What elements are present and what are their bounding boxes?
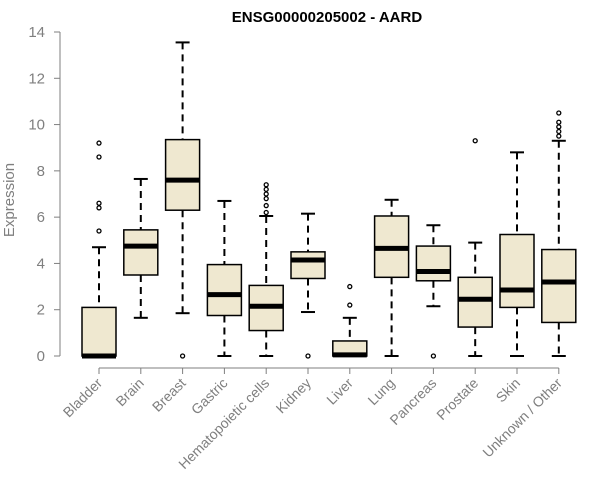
outlier-point [556,110,562,116]
x-tick-label: Breast [149,375,189,415]
x-tick-label: Unknown / Other [479,375,565,461]
iqr-box [499,233,535,309]
outlier-point [263,182,269,188]
y-tick-label: 8 [37,163,45,180]
box-hematopoietic-cells [248,182,284,357]
iqr-box [206,263,243,317]
outlier-point [263,186,269,193]
box-brain [123,177,159,319]
outlier-point [347,283,353,290]
iqr-box [457,276,493,328]
outlier-point [556,133,562,139]
outlier-point [263,202,269,209]
outlier-point [347,302,353,308]
outlier-point [96,200,102,206]
box-liver [332,283,368,358]
box-kidney [290,212,326,359]
x-tick-label: Brain [112,375,146,409]
x-tick-label: Prostate [433,375,481,423]
outlier-point [96,228,102,234]
box-lung [373,198,410,357]
outlier-point [263,209,269,216]
box-prostate [457,138,493,357]
box-unknown-other [541,110,577,357]
y-tick-label: 6 [37,209,45,226]
outlier-point [305,353,311,359]
y-axis: 0 2 4 6 8 10 12 14 [28,24,61,365]
x-tick-label: Liver [323,375,356,408]
outlier-point [556,119,562,125]
outlier-point [96,154,102,160]
x-tick-label: Lung [364,375,397,408]
outlier-point [179,353,186,359]
y-tick-label: 2 [37,302,45,319]
iqr-box [81,306,117,357]
iqr-box [164,138,201,211]
iqr-box [415,245,452,282]
y-tick-label: 10 [28,117,45,134]
x-tick-label: Bladder [60,375,106,421]
outlier-point [263,191,269,197]
boxes-group [81,41,577,359]
box-gastric [206,199,243,357]
iqr-box [290,251,326,280]
box-breast [164,41,201,359]
outlier-point [96,140,102,146]
y-tick-label: 4 [37,255,45,272]
chart-title: ENSG00000205002 - AARD [232,9,423,26]
box-pancreas [415,224,452,359]
y-axis-label: Expression [1,163,18,237]
y-tick-label: 0 [37,348,45,365]
y-tick-label: 14 [28,24,45,41]
outlier-point [556,128,562,135]
outlier-point [472,138,478,144]
outlier-point [556,124,562,130]
x-tick-label: Kidney [273,375,315,417]
iqr-box [123,229,159,276]
x-tick-label: Skin [493,375,524,406]
outlier-point [263,195,269,202]
box-bladder [81,140,117,359]
outlier-point [430,353,437,359]
y-tick-label: 12 [28,70,45,87]
iqr-box [541,248,577,324]
box-skin [499,151,535,357]
outlier-point [96,205,102,211]
